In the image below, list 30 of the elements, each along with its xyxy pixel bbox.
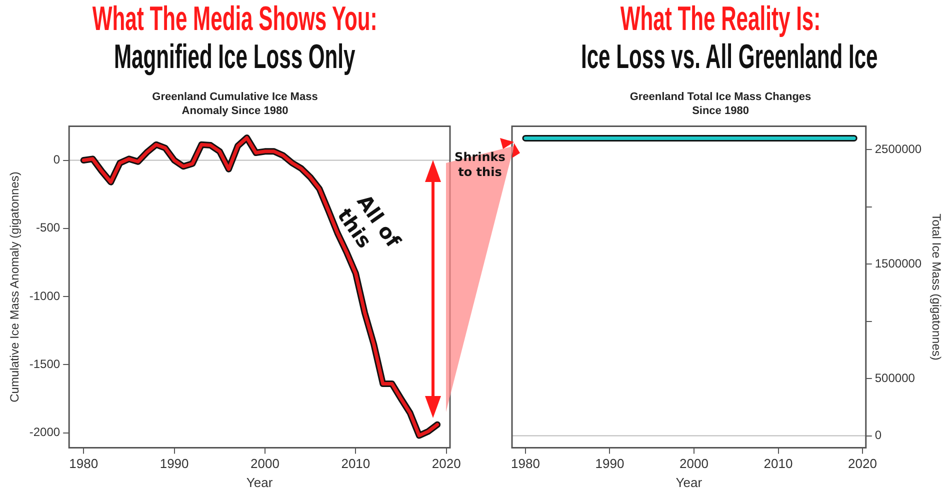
x-tick-label: 2010 (341, 456, 370, 472)
y-axis-title: Cumulative Ice Mass Anomaly (gigatonnes) (8, 172, 22, 402)
chart-subtitle: Greenland Cumulative Ice Mass Anomaly Since 1980 (151, 90, 319, 118)
x-tick-label: 2000 (680, 456, 708, 472)
x-tick-label: 2020 (848, 456, 877, 472)
y2-tick-label: 500000 (874, 370, 916, 385)
x-axis-title: Year (676, 474, 703, 490)
y2-tick-label: 0 (874, 428, 882, 442)
x-tick-label: 1990 (595, 456, 624, 472)
x-tick-label: 1980 (511, 456, 540, 472)
x-axis-title: Year (246, 474, 274, 490)
y-tick-label: -500 (36, 220, 60, 235)
chart-title: Magnified Ice Loss Only (114, 38, 356, 77)
x-tick-label: 2000 (250, 456, 280, 472)
x-tick-label: 1990 (160, 456, 189, 472)
x-tick-label: 2010 (764, 456, 793, 472)
x-tick-label: 2020 (432, 456, 461, 472)
text: What The Media Shows You: (92, 0, 378, 39)
text: What The Reality Is: (620, 0, 821, 39)
y-tick-label: -1500 (29, 356, 60, 371)
chart-subtitle: Greenland Total Ice Mass Changes Since 1980 (628, 90, 812, 118)
y2-axis-title: Total Ice Mass (gigatonnes) (929, 214, 944, 360)
chart-title: Ice Loss vs. All Greenland Ice (580, 38, 878, 77)
y-tick-label: 0 (53, 152, 60, 167)
x-tick-label: 1980 (69, 456, 98, 472)
y-tick-label: -1000 (29, 288, 60, 303)
y2-tick-label: 2500000 (874, 142, 922, 156)
text: Shrinks to this (454, 150, 506, 180)
y2-tick-label: 1500000 (874, 256, 922, 270)
y-tick-label: -2000 (29, 425, 60, 440)
